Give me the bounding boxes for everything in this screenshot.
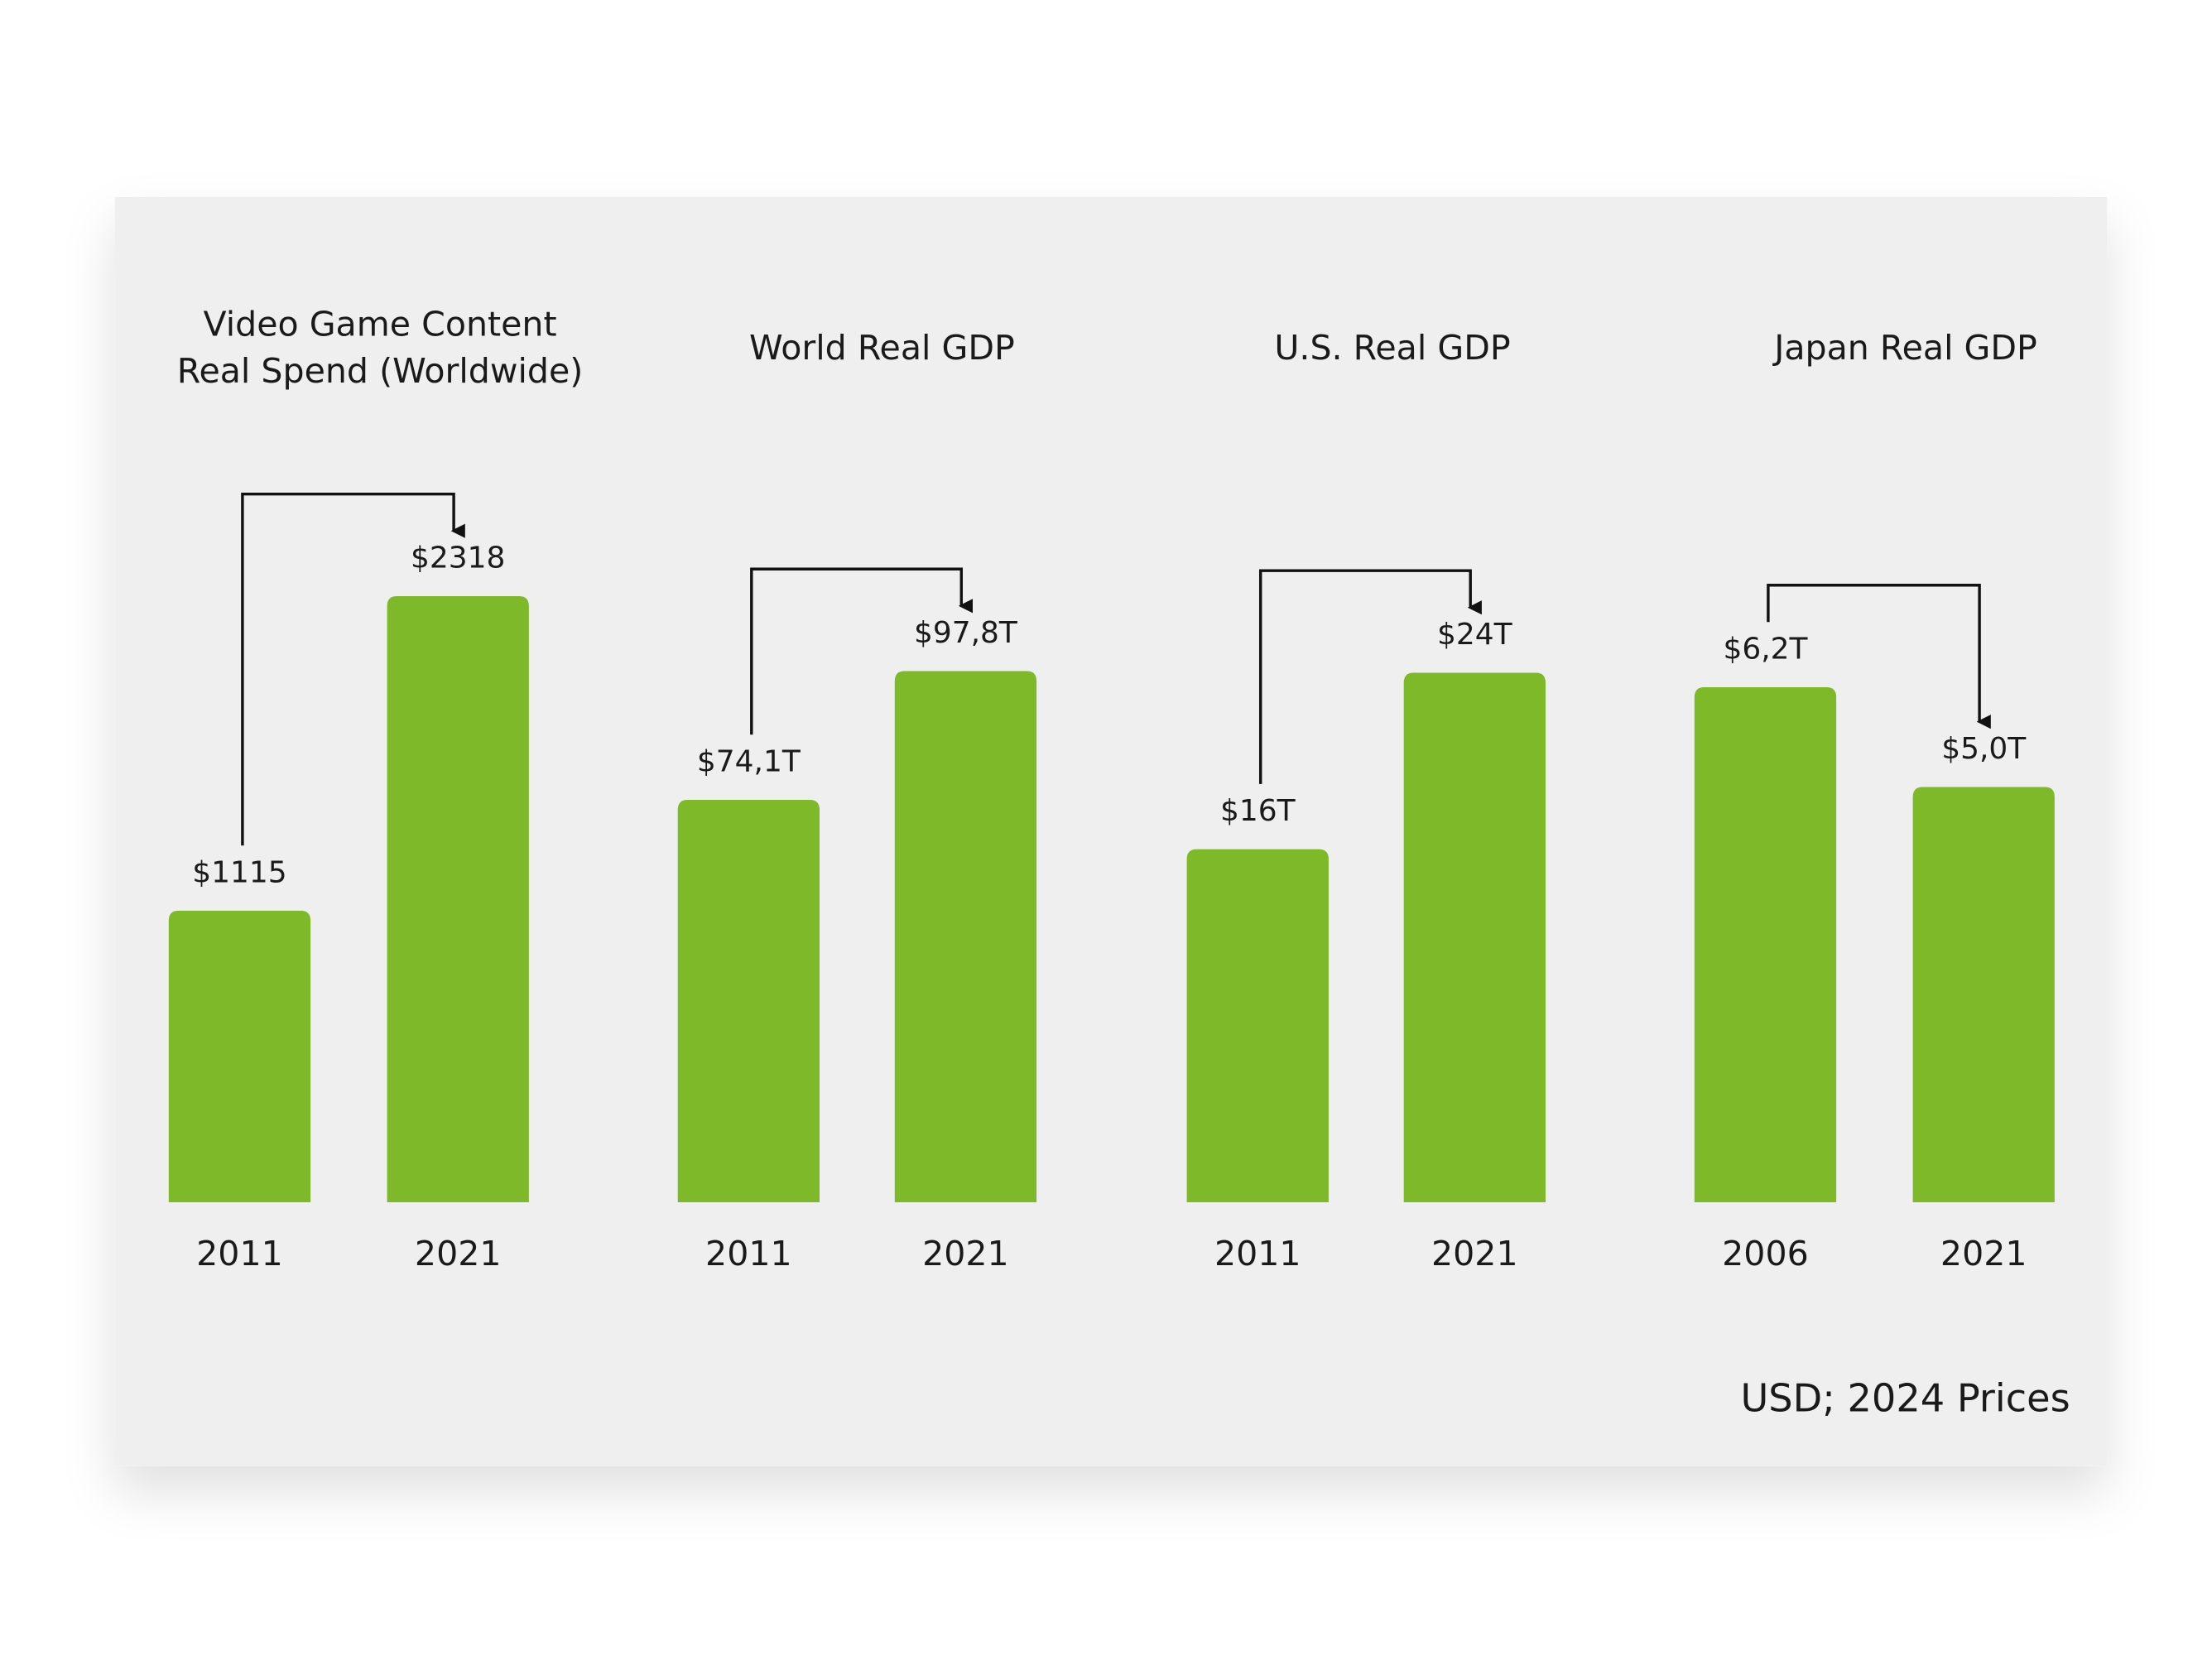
value-label: $97,8T <box>914 616 1018 650</box>
chart-title: Real Spend (Worldwide) <box>177 351 584 391</box>
chart-title: Japan Real GDP <box>1772 328 2037 368</box>
x-tick-label: 2021 <box>415 1234 502 1273</box>
x-tick-label: 2021 <box>922 1234 1009 1273</box>
value-label: $5,0T <box>1941 732 2027 766</box>
value-label: $2318 <box>411 541 505 575</box>
x-tick-label: 2021 <box>1940 1234 2027 1273</box>
value-label: $16T <box>1220 794 1296 828</box>
chart-title: U.S. Real GDP <box>1274 328 1510 368</box>
bar <box>387 595 529 1203</box>
value-label: $74,1T <box>697 744 801 778</box>
bar <box>1403 672 1546 1203</box>
bar <box>1912 787 2055 1203</box>
x-tick-label: 2011 <box>1214 1234 1301 1273</box>
x-tick-label: 2006 <box>1722 1234 1809 1273</box>
change-arrow <box>241 492 465 846</box>
bar <box>894 671 1037 1203</box>
change-arrow <box>750 567 973 735</box>
value-label: $6,2T <box>1723 633 1808 667</box>
value-label: $1115 <box>192 855 286 889</box>
x-tick-label: 2021 <box>1431 1234 1518 1273</box>
x-tick-label: 2011 <box>705 1234 792 1273</box>
bar <box>677 799 820 1203</box>
chart-title: Video Game Content <box>203 305 556 344</box>
bar <box>1186 849 1329 1203</box>
bar <box>168 910 311 1203</box>
note: USD; 2024 Prices <box>1740 1375 2070 1420</box>
change-arrow <box>1258 569 1482 784</box>
bar <box>1694 687 1837 1203</box>
value-label: $24T <box>1437 618 1513 652</box>
x-tick-label: 2011 <box>196 1234 283 1273</box>
chart-title: World Real GDP <box>749 328 1015 368</box>
change-arrow <box>1767 584 1991 729</box>
